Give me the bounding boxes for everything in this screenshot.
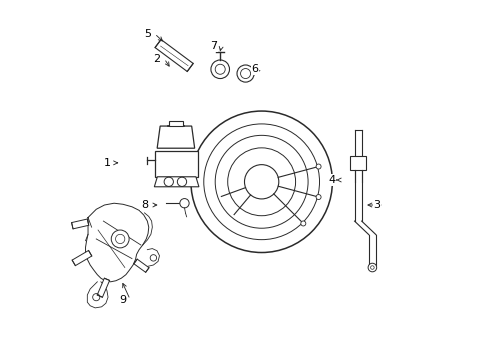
Circle shape [210,60,229,78]
Circle shape [367,263,376,272]
Text: 9: 9 [119,295,126,305]
FancyBboxPatch shape [168,121,183,126]
Circle shape [237,65,254,82]
FancyBboxPatch shape [155,151,198,177]
Text: 8: 8 [141,200,148,210]
Text: 6: 6 [251,64,258,74]
Polygon shape [134,259,149,272]
Circle shape [180,199,189,208]
Polygon shape [154,177,199,187]
Circle shape [300,221,305,226]
Text: 3: 3 [372,200,379,210]
FancyBboxPatch shape [349,157,365,170]
Polygon shape [157,126,194,148]
Polygon shape [155,40,193,72]
Circle shape [240,68,250,78]
Circle shape [315,194,321,199]
Circle shape [190,111,332,252]
Text: 2: 2 [153,54,160,64]
Polygon shape [71,219,88,229]
Text: 7: 7 [210,41,217,51]
Polygon shape [72,251,92,266]
Circle shape [315,164,321,169]
Polygon shape [97,278,109,297]
Text: 4: 4 [328,175,335,185]
Text: 5: 5 [143,28,150,39]
Circle shape [111,230,129,248]
Text: 1: 1 [103,158,110,168]
